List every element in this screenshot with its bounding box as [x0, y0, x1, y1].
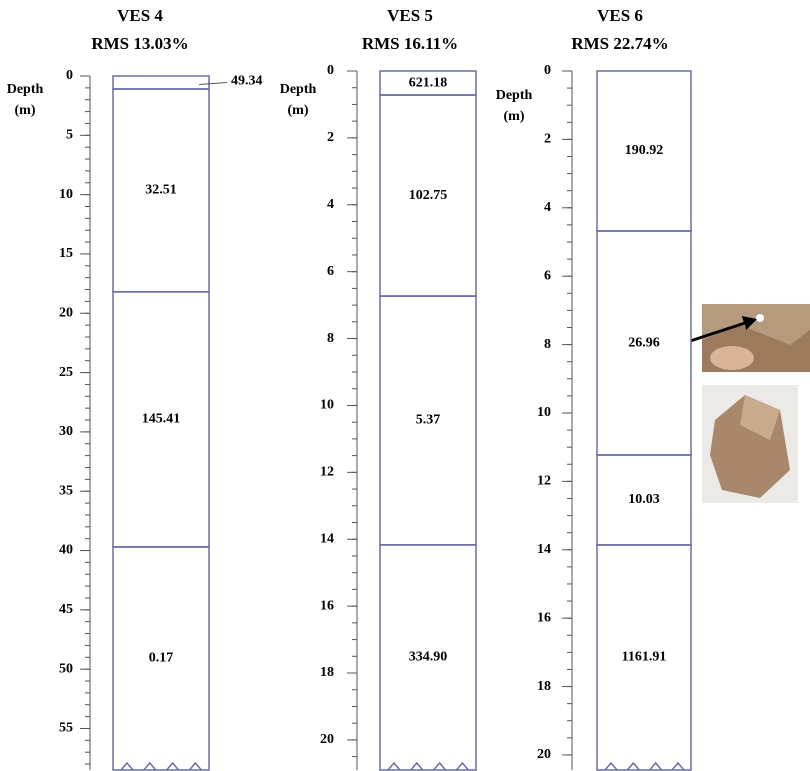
layer-label: 621.18: [409, 75, 448, 90]
y-tick-label: 20: [537, 747, 551, 762]
layer-label: 49.34: [231, 74, 263, 89]
y-tick-label: 14: [320, 531, 334, 546]
panel-title: VES 6: [597, 6, 643, 25]
y-tick-label: 30: [59, 424, 73, 439]
panel-title: VES 5: [387, 6, 433, 25]
y-tick-label: 10: [59, 187, 73, 202]
axis-unit: (m): [15, 103, 36, 118]
layer-label: 1161.91: [622, 650, 667, 665]
axis-label: Depth: [7, 82, 44, 97]
y-tick-label: 50: [59, 661, 73, 676]
y-tick-label: 6: [327, 264, 334, 279]
panel-subtitle: RMS 13.03%: [91, 34, 188, 53]
y-tick-label: 45: [59, 602, 73, 617]
y-tick-label: 20: [59, 305, 73, 320]
photo-rock: [702, 385, 798, 503]
y-tick-label: 0: [327, 63, 334, 78]
y-tick-label: 4: [327, 197, 334, 212]
y-tick-label: 10: [320, 398, 334, 413]
layer-label: 32.51: [145, 183, 177, 198]
axis-label: Depth: [280, 82, 317, 97]
layer-label: 10.03: [628, 492, 660, 507]
y-tick-label: 20: [320, 732, 334, 747]
layer-label: 190.92: [625, 143, 664, 158]
axis-unit: (m): [504, 109, 525, 124]
y-tick-label: 40: [59, 543, 73, 558]
y-tick-label: 0: [66, 68, 73, 83]
layer-label: 145.41: [142, 412, 181, 427]
y-tick-label: 8: [544, 337, 551, 352]
y-tick-label: 18: [320, 665, 334, 680]
layer-label: 5.37: [416, 413, 441, 428]
axis-label: Depth: [496, 88, 533, 103]
y-tick-label: 16: [320, 598, 334, 613]
panel-title: VES 4: [117, 6, 163, 25]
y-tick-label: 18: [537, 679, 551, 694]
y-tick-label: 4: [544, 200, 551, 215]
y-tick-label: 8: [327, 331, 334, 346]
y-tick-label: 12: [320, 465, 334, 480]
y-tick-label: 16: [537, 610, 551, 625]
layer-label: 334.90: [409, 650, 448, 665]
photo-outcrop: [702, 304, 810, 372]
y-tick-label: 25: [59, 365, 73, 380]
y-tick-label: 6: [544, 268, 551, 283]
y-tick-label: 35: [59, 483, 73, 498]
layer: [113, 76, 209, 89]
panel-subtitle: RMS 22.74%: [571, 34, 668, 53]
layer-label: 102.75: [409, 188, 448, 203]
y-tick-label: 0: [544, 63, 551, 78]
y-tick-label: 55: [59, 721, 73, 736]
figure: VES 4RMS 13.03%Depth(m)05101520253035404…: [0, 0, 810, 771]
y-tick-label: 5: [66, 128, 73, 143]
y-tick-label: 2: [327, 130, 334, 145]
y-tick-label: 12: [537, 474, 551, 489]
layer-label: 0.17: [149, 651, 174, 666]
axis-unit: (m): [288, 103, 309, 118]
layer-label: 26.96: [628, 335, 660, 350]
y-tick-label: 15: [59, 246, 73, 261]
y-tick-label: 14: [537, 542, 551, 557]
panel-subtitle: RMS 16.11%: [362, 34, 458, 53]
y-tick-label: 10: [537, 405, 551, 420]
y-tick-label: 2: [544, 132, 551, 147]
